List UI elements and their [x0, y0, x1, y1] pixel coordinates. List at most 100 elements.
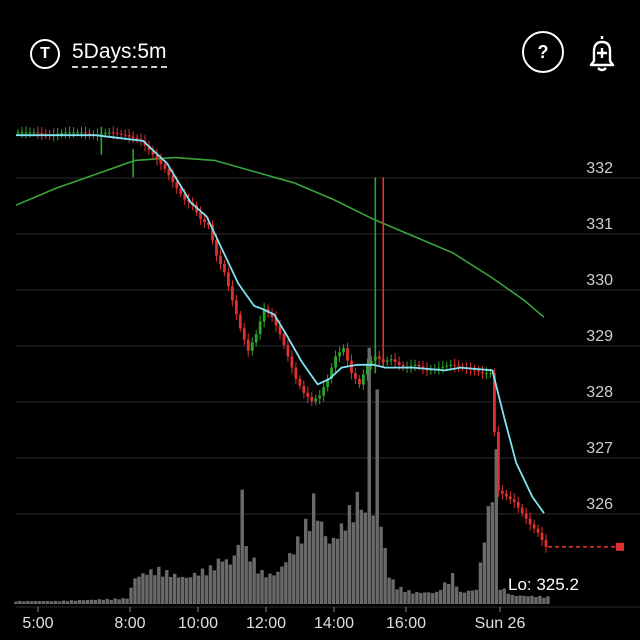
candle-body [16, 132, 20, 134]
volume-bar [423, 592, 427, 604]
price-tick-label: 327 [586, 440, 613, 457]
volume-bar [133, 578, 137, 604]
volume-bar [292, 554, 296, 604]
candle-body [199, 212, 203, 220]
volume-bar [284, 562, 288, 604]
candle-body [377, 356, 381, 360]
candle-body [115, 133, 119, 135]
volume-bar [173, 573, 177, 604]
volume-bar [216, 558, 221, 604]
volume-bar [502, 588, 506, 604]
volume-bar [462, 592, 467, 604]
volume-bar [482, 542, 487, 604]
candle-body [330, 367, 334, 379]
candle-body [80, 132, 83, 134]
price-tick-label: 332 [586, 160, 613, 177]
candle-body [354, 373, 357, 379]
candle-body [369, 360, 373, 365]
volume-bar [466, 590, 471, 604]
candle-body [84, 132, 87, 134]
volume-bar [256, 573, 260, 604]
candle-body [516, 502, 520, 508]
candle-body [524, 513, 528, 519]
volume-bar [109, 599, 113, 604]
volume-bar [395, 589, 399, 604]
candle-body [437, 367, 441, 369]
volume-bar [391, 579, 395, 604]
volume-bar [204, 575, 209, 604]
volume-bar [260, 570, 264, 604]
price-tick-label: 331 [586, 216, 613, 233]
candle-body [457, 365, 461, 367]
candle-body [151, 150, 155, 155]
timeframe-button[interactable]: T 5Days:5m [30, 34, 167, 74]
candle-body [496, 432, 500, 491]
candle-body [409, 365, 413, 367]
candle-body [234, 300, 238, 315]
volume-bar [419, 592, 423, 604]
volume-bar [180, 576, 185, 604]
volume-bar [41, 601, 46, 604]
candle-body [361, 374, 365, 385]
candle-body [536, 528, 540, 533]
candle-body [334, 356, 337, 368]
candle-body [338, 352, 341, 357]
candle-body [230, 286, 234, 301]
volume-bar [93, 599, 98, 604]
candle-body [262, 308, 266, 322]
volume-bar [276, 571, 280, 604]
candle-body [302, 385, 306, 393]
candle-body [167, 168, 171, 176]
volume-bar [534, 597, 538, 604]
candle-body [393, 359, 397, 362]
price-chart[interactable]: 332 331 330 329 328 327 326 5:00 8:00 10:00 12:00… [0, 100, 640, 640]
volume-bar [101, 599, 105, 604]
candle-body [76, 132, 79, 134]
volume-bar [208, 565, 213, 604]
candle-body [397, 362, 401, 365]
price-tick-label: 326 [586, 496, 613, 513]
volume-bar [153, 575, 157, 604]
candle-body [111, 132, 115, 134]
alert-button[interactable] [582, 30, 622, 74]
volume-bar [450, 573, 455, 604]
candle-body [155, 154, 159, 160]
candle-body [238, 314, 242, 329]
candle-body [36, 132, 40, 134]
volume-bar [248, 561, 252, 604]
candle-body [72, 132, 75, 134]
candle-body [358, 378, 361, 385]
help-button[interactable]: ? [522, 31, 564, 73]
volume-bar [351, 522, 356, 604]
volume-bar [446, 583, 451, 604]
volume-bar [359, 509, 364, 604]
candle-body [532, 524, 536, 529]
candle-body [310, 397, 314, 402]
volume-bar [49, 601, 54, 604]
volume-bar [411, 593, 415, 604]
volume-bar [415, 591, 419, 604]
candle-body [107, 132, 111, 134]
candle-body [135, 138, 139, 140]
volume-bar [442, 582, 447, 604]
candle-body [481, 371, 484, 374]
volume-bar [546, 596, 550, 604]
volume-bar [165, 570, 169, 604]
candle-body [223, 264, 226, 273]
candle-body [127, 135, 131, 137]
volume-bar [184, 577, 189, 604]
candle-body [179, 188, 183, 194]
volume-bar [379, 526, 383, 604]
volume-bar [538, 595, 542, 604]
volume-bar [117, 599, 121, 604]
candle-body [520, 507, 524, 514]
price-tick-label: 329 [586, 328, 613, 345]
volume-bar [157, 566, 161, 604]
candle-body [246, 339, 250, 351]
volume-bar [125, 598, 129, 604]
candle-body [441, 366, 445, 368]
volume-bar [30, 601, 34, 604]
volume-bar [458, 591, 463, 604]
candle-body [445, 365, 449, 367]
volume-bar [45, 601, 50, 604]
